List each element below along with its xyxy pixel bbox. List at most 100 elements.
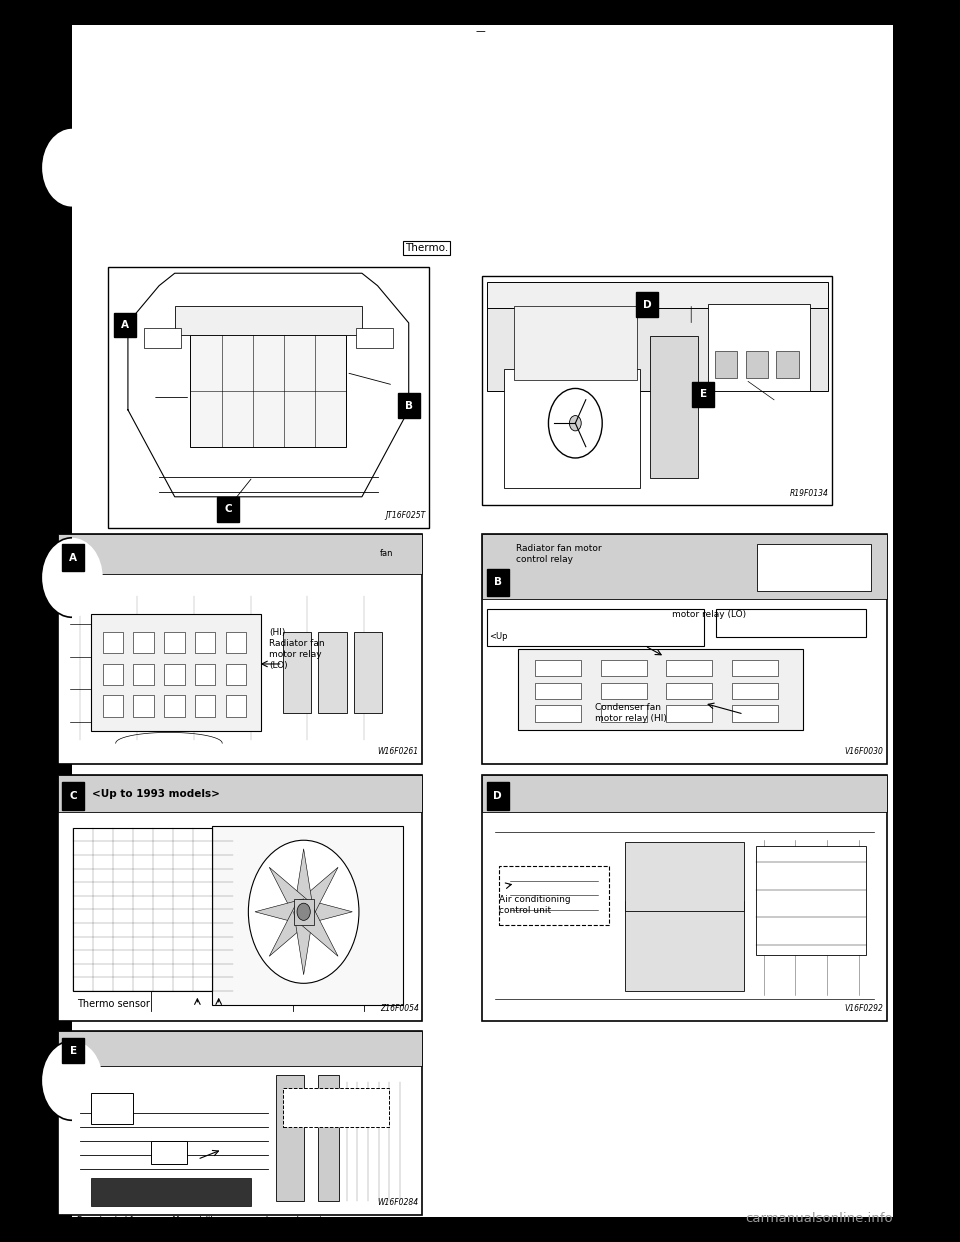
- Bar: [487, 609, 705, 646]
- Bar: [518, 648, 804, 729]
- Text: R19F0134: R19F0134: [790, 489, 828, 498]
- Bar: [732, 705, 778, 722]
- Text: Radiator fan motor
control relay: Radiator fan motor control relay: [516, 544, 602, 564]
- Bar: [732, 661, 778, 677]
- Text: Thermo sensor: Thermo sensor: [77, 999, 150, 1009]
- Bar: [103, 696, 123, 717]
- Bar: [601, 683, 646, 699]
- Bar: [708, 304, 810, 390]
- Bar: [114, 313, 136, 338]
- Bar: [294, 899, 314, 924]
- Bar: [58, 775, 422, 812]
- Text: —: —: [475, 26, 485, 36]
- Circle shape: [569, 416, 581, 431]
- Bar: [72, 25, 893, 1217]
- Bar: [217, 497, 239, 522]
- Bar: [226, 632, 246, 653]
- Text: Air conditioning
control unit: Air conditioning control unit: [499, 895, 571, 915]
- Text: C: C: [70, 791, 77, 801]
- Bar: [318, 631, 347, 713]
- Bar: [211, 826, 403, 1005]
- Text: B: B: [493, 578, 502, 587]
- Bar: [353, 631, 382, 713]
- Bar: [498, 866, 610, 925]
- Bar: [536, 683, 581, 699]
- Bar: [164, 632, 184, 653]
- Text: <Up to 1993 models>: <Up to 1993 models>: [92, 789, 220, 799]
- Bar: [398, 394, 420, 419]
- Circle shape: [41, 538, 103, 617]
- Polygon shape: [269, 867, 311, 920]
- Bar: [62, 782, 84, 810]
- Bar: [133, 632, 154, 653]
- Text: B: B: [405, 401, 414, 411]
- Bar: [487, 569, 509, 596]
- Polygon shape: [297, 867, 338, 920]
- Text: E: E: [70, 1046, 77, 1056]
- Bar: [58, 1031, 422, 1066]
- Polygon shape: [255, 899, 303, 924]
- Text: W16F0284: W16F0284: [377, 1199, 419, 1207]
- Text: D: D: [493, 791, 502, 801]
- Bar: [91, 1177, 251, 1206]
- Text: E: E: [700, 389, 707, 399]
- Bar: [58, 775, 422, 1021]
- Text: W16F0261: W16F0261: [377, 748, 419, 756]
- Polygon shape: [294, 912, 314, 975]
- Bar: [190, 335, 347, 447]
- Bar: [732, 683, 778, 699]
- Bar: [666, 661, 712, 677]
- Bar: [482, 775, 887, 812]
- Bar: [487, 282, 828, 308]
- Bar: [777, 351, 799, 378]
- Circle shape: [41, 128, 103, 207]
- Bar: [175, 306, 362, 335]
- Text: V16F0030: V16F0030: [845, 748, 883, 756]
- Bar: [636, 292, 659, 317]
- Polygon shape: [294, 848, 314, 912]
- Text: C: C: [224, 504, 231, 514]
- Bar: [58, 1031, 422, 1215]
- Bar: [73, 828, 233, 991]
- Bar: [91, 1093, 133, 1124]
- Bar: [601, 661, 646, 677]
- Text: motor relay (LO): motor relay (LO): [672, 610, 747, 619]
- Bar: [318, 1076, 340, 1201]
- Bar: [625, 902, 744, 991]
- Bar: [514, 306, 636, 380]
- Bar: [58, 534, 422, 764]
- Bar: [666, 683, 712, 699]
- Bar: [164, 664, 184, 684]
- Bar: [625, 842, 744, 912]
- Text: (HI)
Radiator fan
motor relay
(LO): (HI) Radiator fan motor relay (LO): [269, 627, 324, 671]
- Bar: [482, 534, 887, 764]
- Bar: [103, 632, 123, 653]
- Text: Condenser fan
motor relay (HI): Condenser fan motor relay (HI): [595, 703, 667, 723]
- Bar: [276, 1076, 304, 1201]
- Bar: [716, 609, 867, 636]
- Bar: [536, 705, 581, 722]
- Text: Thermo.: Thermo.: [405, 243, 448, 253]
- Bar: [91, 614, 261, 730]
- Bar: [487, 293, 828, 390]
- Bar: [650, 337, 698, 478]
- Bar: [666, 705, 712, 722]
- Circle shape: [297, 903, 310, 920]
- Bar: [62, 544, 84, 571]
- Bar: [144, 328, 180, 348]
- Text: A: A: [121, 320, 130, 330]
- Bar: [482, 534, 887, 599]
- Bar: [133, 664, 154, 684]
- Circle shape: [41, 1041, 103, 1120]
- Bar: [601, 705, 646, 722]
- Bar: [151, 1141, 186, 1164]
- Text: D: D: [643, 299, 652, 309]
- Circle shape: [548, 389, 602, 458]
- Text: JT16F025T: JT16F025T: [385, 512, 425, 520]
- Text: A: A: [69, 553, 78, 563]
- Bar: [226, 696, 246, 717]
- Text: Downloaded from www.Manualslib.com manuals search engine: Downloaded from www.Manualslib.com manua…: [77, 1216, 331, 1225]
- Polygon shape: [303, 899, 352, 924]
- Text: carmanualsonline.info: carmanualsonline.info: [745, 1212, 893, 1225]
- Bar: [746, 351, 768, 378]
